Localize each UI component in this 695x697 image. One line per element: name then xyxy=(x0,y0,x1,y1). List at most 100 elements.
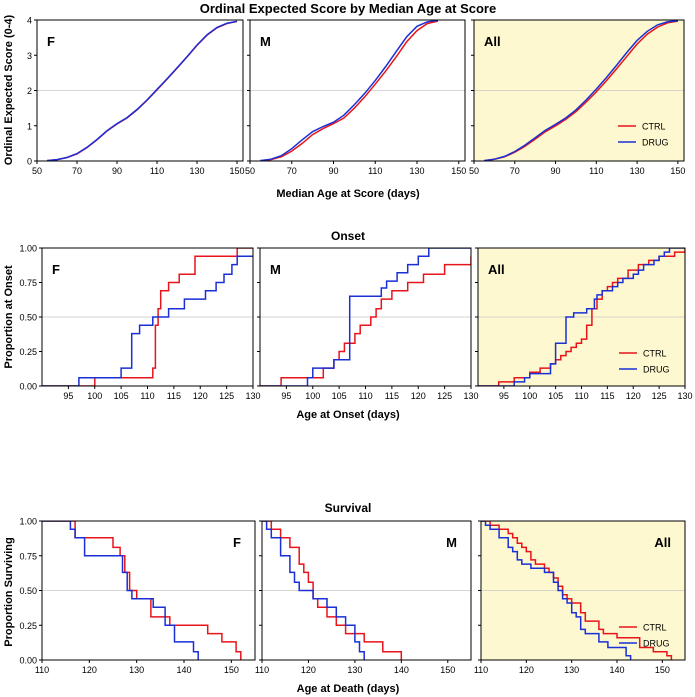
survival-chart-title: Survival xyxy=(325,501,372,515)
score-all-xtick-label: 130 xyxy=(630,166,645,176)
onset-all-frame xyxy=(477,247,686,387)
score-ytick-label: 3 xyxy=(27,51,32,61)
onset-ytick-label: 0.00 xyxy=(19,382,37,392)
onset-f-series-drug xyxy=(42,255,253,386)
score-all-xtick-label: 110 xyxy=(589,166,603,176)
score-f-frame xyxy=(36,19,244,162)
onset-m-xtick-label: 105 xyxy=(332,391,347,401)
score-all-frame xyxy=(473,19,685,162)
onset-legend-label-ctrl: CTRL xyxy=(643,349,667,359)
survival-panel-all: 110 120 130 140 150 All CTRL DRUG xyxy=(474,520,686,675)
onset-all-xtick-label: 100 xyxy=(522,391,537,401)
survival-f-frame xyxy=(41,520,256,661)
onset-f-xtick-label: 130 xyxy=(245,391,260,401)
onset-m-xtick-label: 115 xyxy=(385,391,399,401)
survival-m-xtick-label: 130 xyxy=(347,665,362,675)
score-m-panel-label: M xyxy=(260,34,271,49)
onset-panel-f: 0.00 0.25 0.50 0.75 1.00 95 100 105 110 115 120 125… xyxy=(19,244,260,402)
survival-legend-label-ctrl: CTRL xyxy=(643,623,667,633)
score-m-xtick-label: 150 xyxy=(451,166,466,176)
survival-f-series-drug xyxy=(42,521,199,660)
onset-all-series-ctrl xyxy=(478,248,685,386)
score-all-panel-label: All xyxy=(484,34,501,49)
survival-m-frame xyxy=(261,520,472,661)
score-panel-m: 50 70 90 110 130 150 M xyxy=(245,19,466,176)
survival-f-xtick-label: 140 xyxy=(176,665,191,675)
survival-ytick-label: 0.75 xyxy=(19,551,37,561)
survival-f-xtick-label: 120 xyxy=(82,665,97,675)
onset-all-xtick-label: 130 xyxy=(677,391,692,401)
onset-f-xtick-label: 125 xyxy=(219,391,234,401)
score-f-xtick-label: 110 xyxy=(150,166,164,176)
score-m-xtick-label: 70 xyxy=(287,166,297,176)
score-m-xtick-label: 110 xyxy=(368,166,382,176)
score-f-series-drug xyxy=(46,20,238,161)
onset-all-xtick-label: 115 xyxy=(600,391,614,401)
score-legend-label-drug: DRUG xyxy=(642,138,669,148)
score-f-panel-label: F xyxy=(47,34,55,49)
onset-ylabel: Proportion at Onset xyxy=(3,265,15,369)
score-m-series-drug xyxy=(260,20,438,161)
onset-all-xtick-label: 105 xyxy=(548,391,563,401)
survival-ytick-label: 1.00 xyxy=(19,517,37,527)
survival-panel-f: 0.00 0.25 0.50 0.75 1.00 110 120 130 140 150 F xyxy=(19,517,256,675)
survival-f-xtick-label: 110 xyxy=(35,665,49,675)
onset-ytick-label: 0.75 xyxy=(19,278,37,288)
onset-f-xtick-label: 115 xyxy=(167,391,181,401)
onset-f-xtick-label: 95 xyxy=(63,391,73,401)
survival-all-xtick-label: 130 xyxy=(564,665,579,675)
survival-m-xtick-label: 120 xyxy=(301,665,316,675)
onset-chart-row: Onset Proportion at Onset Age at Onset (… xyxy=(3,229,693,421)
onset-f-xtick-label: 120 xyxy=(193,391,208,401)
onset-f-xtick-label: 110 xyxy=(140,391,154,401)
score-all-xtick-label: 90 xyxy=(551,166,561,176)
score-chart-title: Ordinal Expected Score by Median Age at … xyxy=(200,1,496,16)
score-all-series-drug xyxy=(484,20,678,161)
score-m-xtick-label: 90 xyxy=(328,166,338,176)
score-m-series-ctrl xyxy=(260,20,439,161)
score-panel-all: 50 70 90 110 130 150 All CTRL DRUG xyxy=(469,19,685,176)
score-f-xtick-label: 90 xyxy=(112,166,122,176)
onset-all-panel-label: All xyxy=(488,262,505,277)
survival-ytick-label: 0.00 xyxy=(19,656,37,666)
onset-chart-title: Onset xyxy=(331,229,365,243)
onset-m-xtick-label: 110 xyxy=(358,391,372,401)
score-f-xtick-label: 130 xyxy=(189,166,204,176)
score-xlabel: Median Age at Score (days) xyxy=(276,188,420,200)
score-all-xtick-label: 150 xyxy=(670,166,685,176)
onset-all-xtick-label: 120 xyxy=(626,391,641,401)
onset-m-frame xyxy=(259,247,472,387)
onset-xlabel: Age at Onset (days) xyxy=(296,409,400,421)
onset-panel-all: 95 100 105 110 115 120 125 130 All CTRL DRUG xyxy=(475,247,693,401)
survival-all-frame xyxy=(480,520,686,661)
onset-all-xtick-label: 110 xyxy=(574,391,588,401)
onset-f-xtick-label: 105 xyxy=(114,391,129,401)
onset-m-xtick-label: 120 xyxy=(411,391,426,401)
score-ylabel: Ordinal Expected Score (0-4) xyxy=(3,14,15,165)
survival-all-xtick-label: 110 xyxy=(474,665,488,675)
onset-m-panel-label: M xyxy=(270,262,281,277)
survival-legend-label-drug: DRUG xyxy=(643,639,670,649)
onset-f-panel-label: F xyxy=(52,262,60,277)
onset-panel-m: 95 100 105 110 115 120 125 130 M xyxy=(257,247,479,401)
score-all-xtick-label: 50 xyxy=(469,166,479,176)
score-f-xtick-label: 50 xyxy=(32,166,42,176)
survival-all-panel-label: All xyxy=(654,535,671,550)
score-all-xtick-label: 70 xyxy=(510,166,520,176)
survival-m-panel-label: M xyxy=(446,535,457,550)
onset-m-xtick-label: 125 xyxy=(437,391,452,401)
survival-f-xtick-label: 150 xyxy=(224,665,239,675)
onset-m-xtick-label: 95 xyxy=(281,391,291,401)
survival-f-panel-label: F xyxy=(233,535,241,550)
onset-f-xtick-label: 100 xyxy=(87,391,102,401)
onset-ytick-label: 0.25 xyxy=(19,347,37,357)
onset-m-xtick-label: 100 xyxy=(305,391,320,401)
survival-all-xtick-label: 140 xyxy=(609,665,624,675)
onset-f-series-ctrl xyxy=(42,248,253,386)
survival-ytick-label: 0.25 xyxy=(19,621,37,631)
score-m-frame xyxy=(249,19,466,162)
score-ytick-label: 1 xyxy=(27,121,32,131)
score-f-xtick-label: 150 xyxy=(229,166,244,176)
survival-all-series-drug xyxy=(481,521,632,660)
score-m-xtick-label: 50 xyxy=(245,166,255,176)
